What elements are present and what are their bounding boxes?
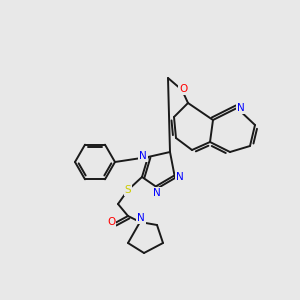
Text: O: O (107, 217, 115, 227)
Text: N: N (137, 213, 145, 223)
Text: N: N (153, 188, 161, 198)
Text: O: O (179, 84, 187, 94)
Text: N: N (139, 151, 147, 161)
Text: N: N (176, 172, 184, 182)
Text: N: N (237, 103, 245, 113)
Text: S: S (125, 185, 131, 195)
